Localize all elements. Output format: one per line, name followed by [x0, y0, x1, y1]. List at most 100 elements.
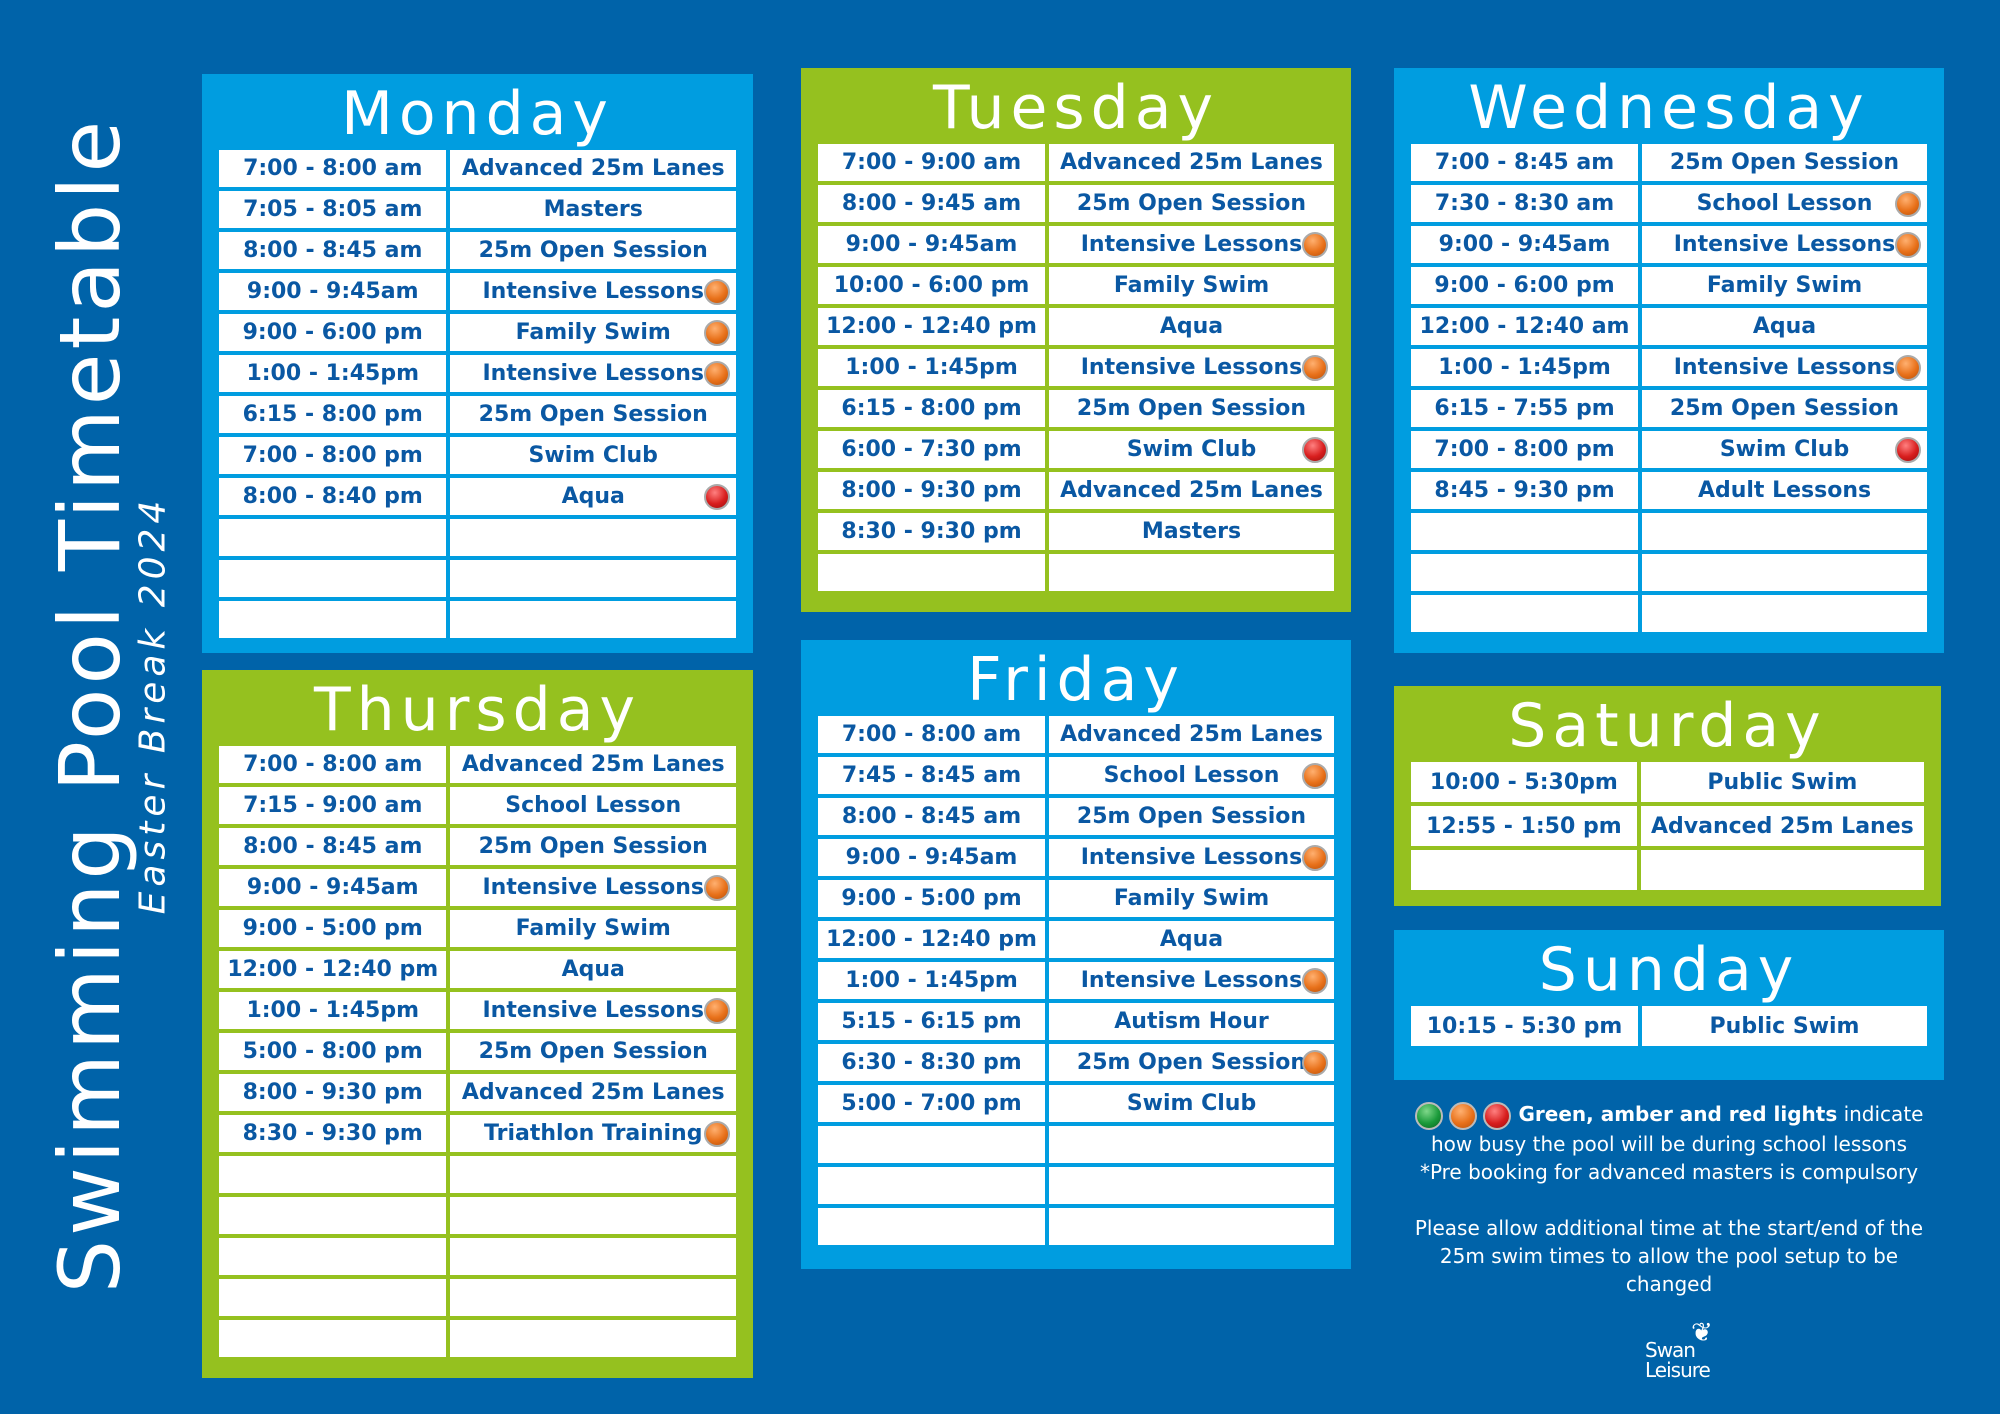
table-row: 8:00 - 8:45 am 25m Open Session [219, 232, 736, 273]
session-time [818, 1167, 1046, 1204]
session-time [818, 554, 1046, 591]
session-time: 1:00 - 1:45pm [818, 962, 1046, 999]
session-time: 1:00 - 1:45pm [219, 355, 447, 392]
amber-light-icon [704, 874, 730, 901]
legend: Green, amber and red lights indicate how… [1394, 1100, 1944, 1298]
day-title: Tuesday [932, 73, 1220, 143]
activity-label: School Lesson [1103, 763, 1280, 788]
activity-label: 25m Open Session [1669, 150, 1900, 175]
session-activity: Advanced 25m Lanes [1049, 144, 1334, 181]
session-time [219, 1197, 447, 1234]
table-row: 8:00 - 9:30 pm Advanced 25m Lanes [818, 472, 1334, 513]
table-row: 12:00 - 12:40 pm Aqua [818, 308, 1334, 349]
session-time: 7:00 - 8:00 pm [1411, 431, 1639, 468]
table-row [219, 1197, 736, 1238]
legend-bold: Green, amber and red lights [1518, 1102, 1838, 1126]
activity-label: Aqua [1159, 927, 1224, 952]
table-row [1411, 595, 1927, 636]
session-activity: Advanced 25m Lanes [450, 150, 736, 187]
session-time: 12:00 - 12:40 pm [219, 951, 447, 988]
table-row: 7:00 - 8:00 am Advanced 25m Lanes [818, 716, 1334, 757]
session-activity: 25m Open Session [450, 396, 736, 433]
table-row: 8:30 - 9:30 pm Masters [818, 513, 1334, 554]
activity-label: Advanced 25m Lanes [461, 752, 725, 777]
session-activity: 25m Open Session [450, 232, 736, 269]
session-time: 7:05 - 8:05 am [219, 191, 447, 228]
activity-label: School Lesson [505, 793, 682, 818]
activity-label: 25m Open Session [478, 402, 708, 427]
activity-label: Aqua [1752, 314, 1817, 339]
table-row: 6:30 - 8:30 pm 25m Open Session [818, 1044, 1334, 1085]
table-row: 7:00 - 9:00 am Advanced 25m Lanes [818, 144, 1334, 185]
session-time [818, 1208, 1046, 1245]
session-time: 8:30 - 9:30 pm [818, 513, 1046, 550]
amber-light-icon [1302, 231, 1328, 258]
activity-label: 25m Open Session [478, 238, 708, 263]
session-time: 8:45 - 9:30 pm [1411, 472, 1639, 509]
table-row: 8:00 - 8:40 pm Aqua [219, 478, 736, 519]
activity-label: Family Swim [1113, 886, 1270, 911]
activity-label: Family Swim [515, 320, 671, 345]
session-activity [1642, 513, 1927, 550]
activity-label: Public Swim [1709, 1013, 1860, 1039]
session-activity: Family Swim [450, 910, 736, 947]
day-panel-monday: Monday 7:00 - 8:00 am Advanced 25m Lanes 7:… [202, 74, 753, 653]
activity-label: Intensive Lessons [482, 361, 704, 386]
amber-light-icon [704, 278, 730, 305]
table-row [219, 1279, 736, 1320]
session-time: 7:30 - 8:30 am [1411, 185, 1639, 222]
session-time: 8:00 - 9:30 pm [219, 1074, 447, 1111]
session-time: 8:00 - 8:45 am [219, 232, 447, 269]
table-row: 8:00 - 9:30 pm Advanced 25m Lanes [219, 1074, 736, 1115]
table-row [219, 1156, 736, 1197]
swan-leisure-logo: ❦ Swan Leisure [1645, 1318, 1725, 1390]
table-row: 7:30 - 8:30 am School Lesson [1411, 185, 1927, 226]
amber-light-icon [1302, 967, 1328, 994]
session-time: 7:00 - 8:00 pm [219, 437, 447, 474]
session-time [219, 519, 447, 556]
amber-light-icon [1895, 190, 1921, 217]
day-panel-wednesday: Wednesday 7:00 - 8:45 am 25m Open Session 7… [1394, 68, 1944, 653]
session-activity: Advanced 25m Lanes [450, 1074, 736, 1111]
activity-label: Family Swim [1113, 273, 1270, 298]
page-subtitle: Easter Break 2024 [132, 495, 174, 915]
session-time: 8:00 - 8:45 am [818, 798, 1046, 835]
session-time: 5:15 - 6:15 pm [818, 1003, 1046, 1040]
session-activity [1642, 595, 1927, 632]
table-row: 7:15 - 9:00 am School Lesson [219, 787, 736, 828]
session-time: 8:30 - 9:30 pm [219, 1115, 447, 1152]
table-row [219, 560, 736, 601]
session-activity: Intensive Lessons [450, 273, 736, 310]
session-time: 5:00 - 7:00 pm [818, 1085, 1046, 1122]
session-time: 9:00 - 5:00 pm [818, 880, 1046, 917]
day-panel-tuesday: Tuesday 7:00 - 9:00 am Advanced 25m Lanes 8… [801, 68, 1351, 612]
day-title: Thursday [314, 675, 641, 745]
session-activity [1642, 554, 1927, 591]
session-activity: Swim Club [1049, 431, 1334, 468]
session-time: 12:00 - 12:40 pm [818, 921, 1046, 958]
table-row: 1:00 - 1:45pm Intensive Lessons [818, 962, 1334, 1003]
title-block: Swimming Pool Timetable Easter Break 202… [20, 117, 190, 1293]
session-activity: 25m Open Session [1642, 390, 1927, 427]
legend-text-3: Please allow additional time at the star… [1414, 1215, 1924, 1296]
session-activity: Advanced 25m Lanes [1049, 472, 1334, 509]
session-activity: Public Swim [1640, 762, 1924, 802]
table-row: 1:00 - 1:45pm Intensive Lessons [818, 349, 1334, 390]
session-activity: Advanced 25m Lanes [450, 746, 736, 783]
legend-text-2: *Pre booking for advanced masters is com… [1419, 1159, 1919, 1184]
session-activity: Intensive Lessons [450, 992, 736, 1029]
session-activity [450, 1197, 736, 1234]
session-time: 1:00 - 1:45pm [219, 992, 447, 1029]
session-time: 6:00 - 7:30 pm [818, 431, 1046, 468]
session-activity [450, 560, 736, 597]
session-activity: Family Swim [450, 314, 736, 351]
table-row: 9:00 - 5:00 pm Family Swim [818, 880, 1334, 921]
day-title: Wednesday [1468, 73, 1870, 143]
activity-label: Autism Hour [1114, 1009, 1269, 1034]
table-row: 9:00 - 5:00 pm Family Swim [219, 910, 736, 951]
session-time [1411, 850, 1637, 890]
session-time: 6:30 - 8:30 pm [818, 1044, 1046, 1081]
amber-light-icon [704, 360, 730, 387]
session-time: 9:00 - 9:45am [219, 273, 447, 310]
amber-light-icon [1302, 354, 1328, 381]
